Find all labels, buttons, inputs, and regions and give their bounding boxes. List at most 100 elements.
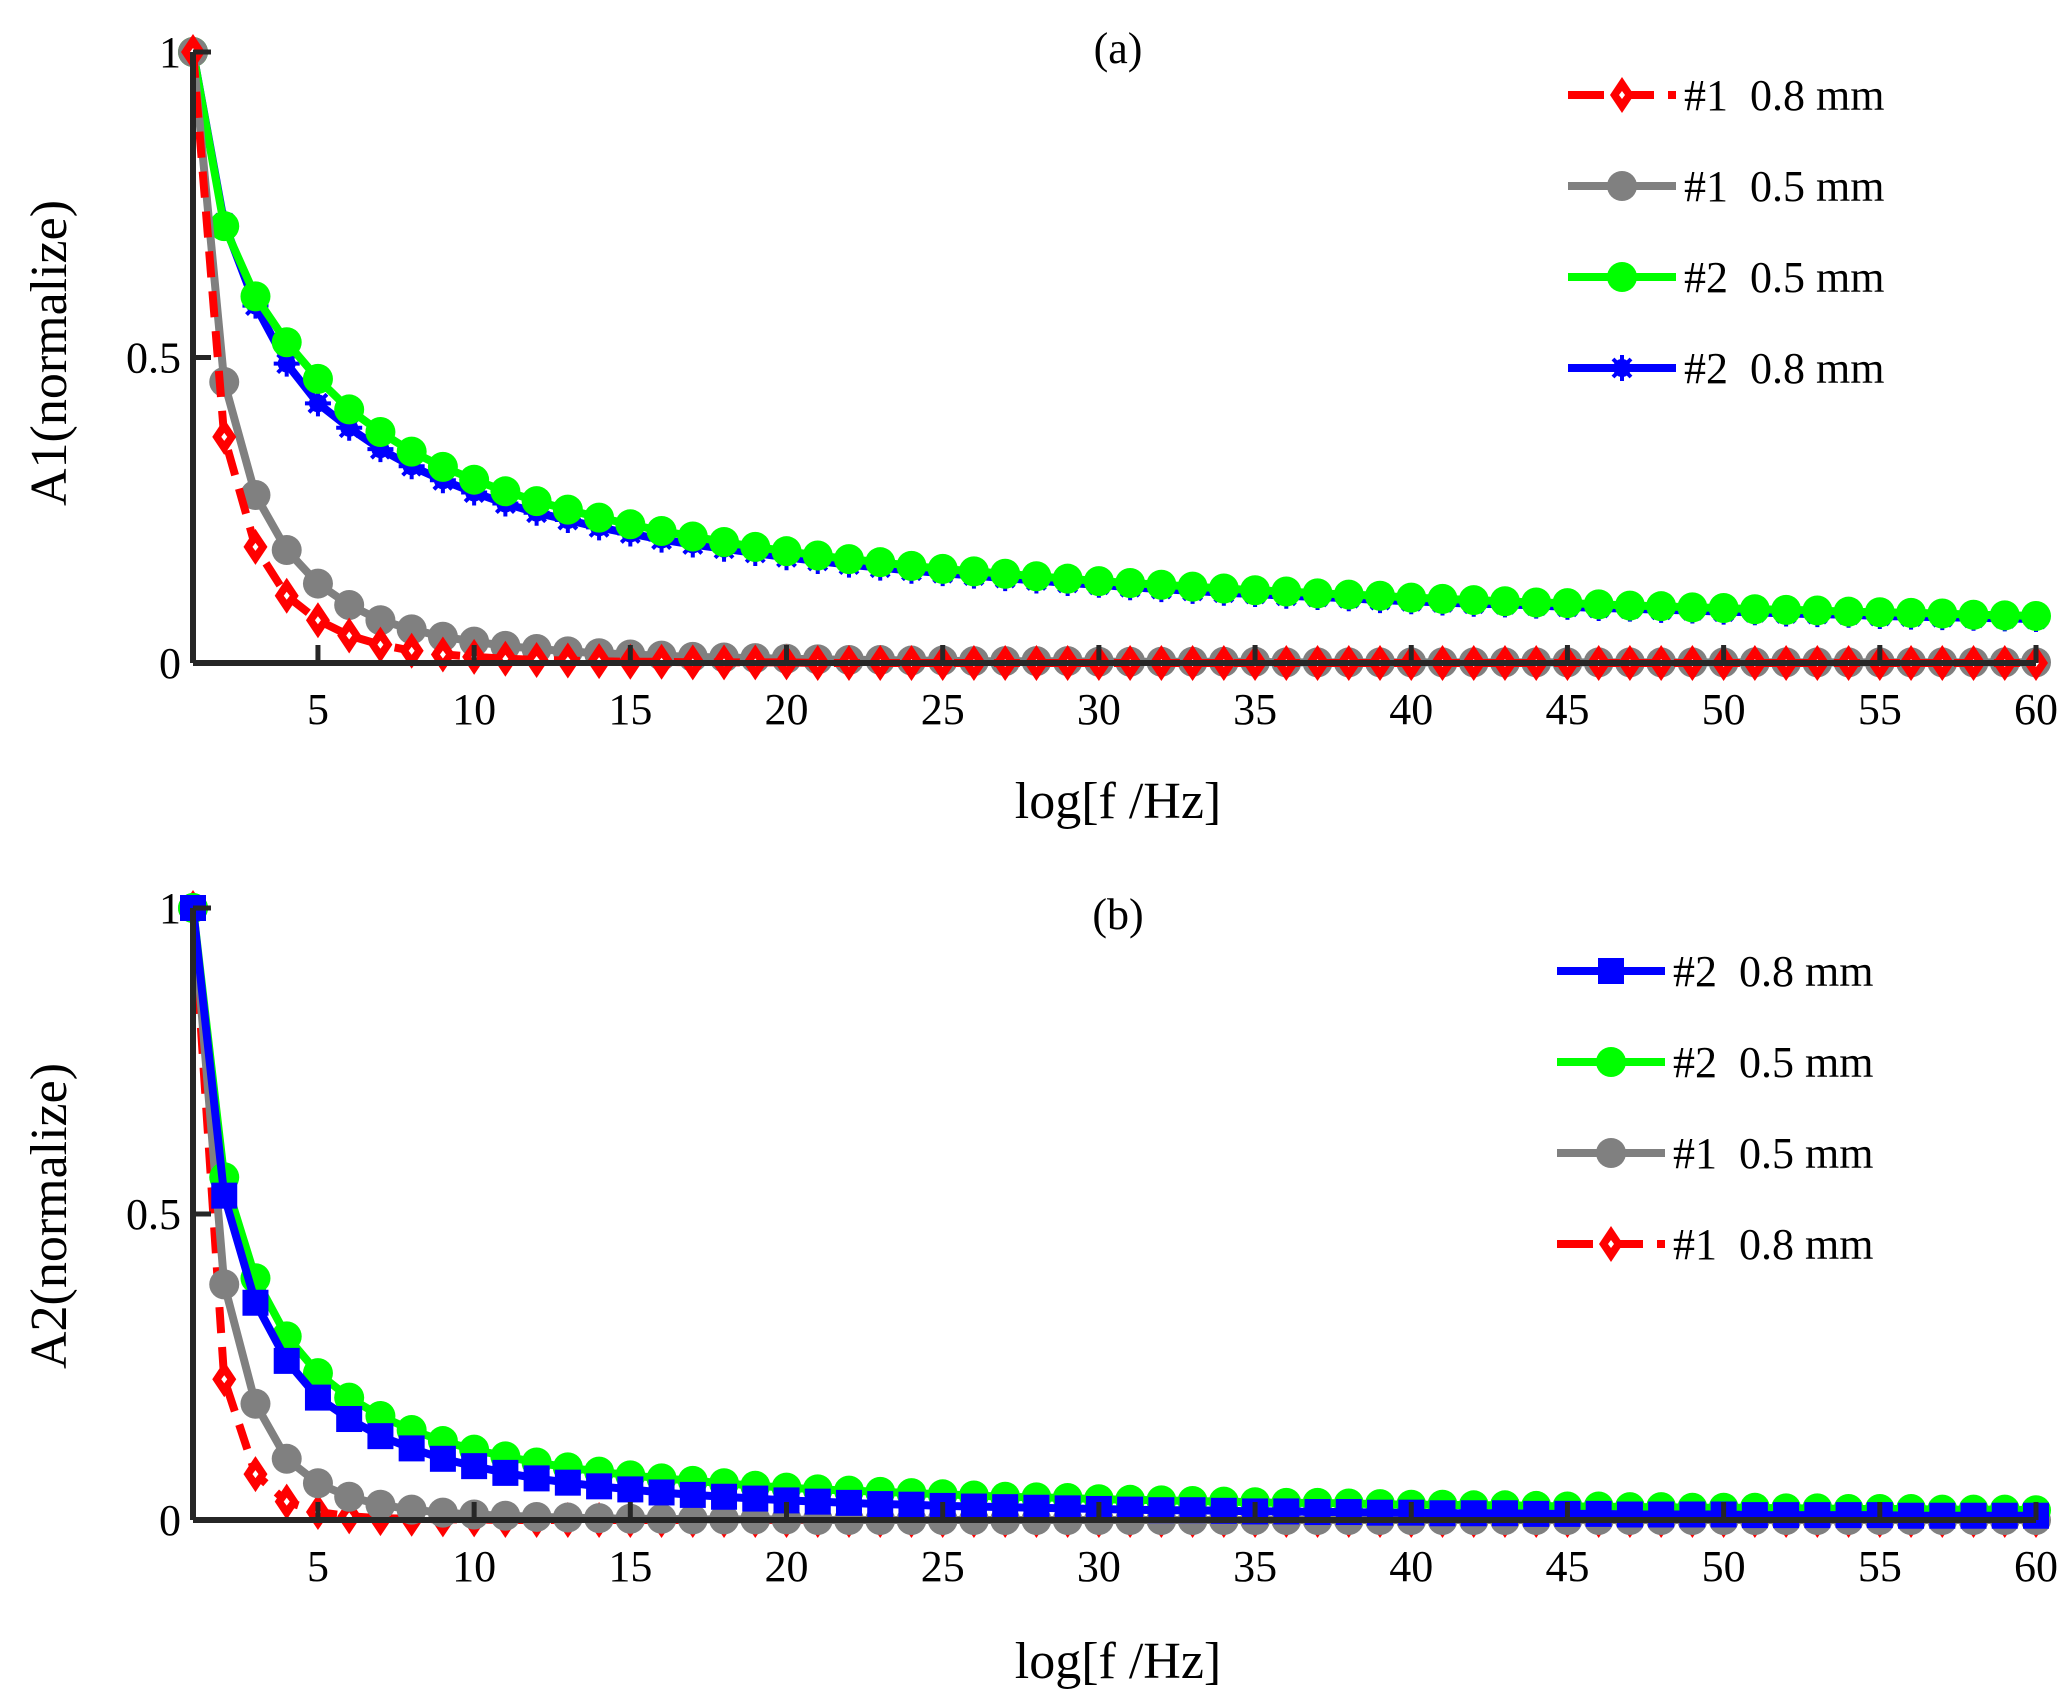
data-point-2-0-5-mm-a [584,502,615,533]
x-tick-label-b: 60 [2014,1542,2058,1591]
series-line-2-0-5-mm-b [189,907,2037,1515]
axes-b: 5 10 15 20 25 30 35 40 45 50 55 60 0 0.5 1 [126,884,2058,1591]
data-point-1-0-8-mm-a [399,632,424,669]
data-point-2-0-5-mm-a [1989,600,2020,631]
y-tick-label-b: 0.5 [126,1190,181,1239]
x-tick-label-a: 50 [1702,685,1746,734]
data-point-2-0-5-mm-a [1708,593,1739,624]
legend-label-1-0-8-mm-b: #1 0.8 mm [1673,1220,1873,1269]
data-point-2-0-8-mm-b [804,1488,831,1515]
data-point-2-0-8-mm-b [898,1491,925,1518]
data-point-2-0-8-mm-b [1835,1502,1862,1529]
legend-a: #1 0.8 mm #1 0.5 mm #2 0.5 mm #2 0.8 mm [1568,71,1884,393]
x-tick-label-b: 55 [1858,1542,1902,1591]
x-tick-label-a: 5 [307,685,329,734]
panel-a: (a) A1(normalize) log[f /Hz] 5 10 15 20 25 30… [21,24,2058,830]
data-point-2-0-5-mm-a [1365,580,1396,611]
data-point-2-0-5-mm-a [833,544,864,575]
y-axis-label-b: A2(normalize) [21,1063,78,1369]
series-2-0-8-mm-a [180,39,2049,633]
data-point-1-0-8-mm-a [243,528,268,565]
data-point-2-0-8-mm-b [1804,1502,1831,1529]
data-point-1-0-8-mm-a [212,418,237,455]
legend-swatch-marker-1-0-5-mm-a [1607,171,1637,201]
data-point-2-0-5-mm-a [1489,586,1520,617]
y-tick-label-a: 0.5 [126,334,181,383]
y-tick-label-b: 1 [159,884,181,933]
data-point-2-0-8-mm-b [1929,1502,1956,1529]
data-point-2-0-8-mm-b [1679,1501,1706,1528]
data-point-2-0-5-mm-a [427,451,458,482]
data-point-2-0-8-mm-b [867,1491,894,1518]
series-line-1-0-5-mm-b [189,907,2036,1524]
data-point-2-0-5-mm-a [302,363,333,394]
data-point-2-0-5-mm-a [615,509,646,540]
data-point-2-0-5-mm-a [1302,578,1333,609]
data-point-2-0-5-mm-a [1739,594,1770,625]
data-point-2-0-5-mm-a [1833,596,1864,627]
data-point-2-0-5-mm-a [1521,587,1552,618]
x-tick-label-a: 55 [1858,685,1902,734]
legend-label-1-0-5-mm-a: #1 0.5 mm [1684,162,1884,211]
data-point-1-0-5-mm-b [334,1481,365,1512]
data-point-2-0-8-mm-b [617,1476,644,1503]
legend-swatch-marker-2-0-5-mm-a [1607,262,1637,292]
legend-label-2-0-8-mm-a: #2 0.8 mm [1684,344,1884,393]
data-point-2-0-5-mm-a [2021,600,2051,631]
data-point-2-0-8-mm-b [648,1479,675,1506]
legend-entry-1-0-5-mm-b: #1 0.5 mm [1557,1129,1873,1178]
panel-b: (b) A2(normalize) log[f /Hz] 5 10 15 20 25 30… [21,884,2058,1690]
series-line-2-0-8-mm-a [189,51,2037,623]
data-point-2-0-5-mm-a [927,553,958,584]
legend-label-1-0-5-mm-b: #1 0.5 mm [1673,1129,1873,1178]
data-point-1-0-5-mm-b [490,1500,521,1531]
x-tick-label-a: 15 [608,685,652,734]
x-tick-label-b: 5 [307,1542,329,1591]
y-tick-label-a: 0 [159,639,181,688]
data-point-2-0-8-mm-a [304,390,331,417]
data-point-2-0-5-mm-a [1177,571,1208,602]
data-point-1-0-5-mm-b [209,1269,240,1300]
data-point-2-0-5-mm-a [1677,592,1708,623]
legend-entry-1-0-8-mm-a: #1 0.8 mm [1568,71,1884,120]
x-tick-label-a: 60 [2014,685,2058,734]
data-point-2-0-5-mm-a [521,486,552,517]
x-axis-label-b: log[f /Hz] [1015,1633,1221,1690]
x-tick-label-b: 40 [1389,1542,1433,1591]
legend-swatch-marker-2-0-8-mm-b [1598,958,1624,984]
data-point-2-0-8-mm-b [1741,1502,1768,1529]
data-point-2-0-8-mm-b [742,1485,769,1512]
data-point-1-0-5-mm-b [427,1497,458,1528]
x-tick-label-a: 10 [452,685,496,734]
data-point-2-0-5-mm-a [1146,569,1177,600]
data-point-2-0-5-mm-a [1771,594,1802,625]
data-point-2-0-8-mm-b [304,1384,331,1411]
legend-entry-2-0-5-mm-a: #2 0.5 mm [1568,253,1884,302]
data-point-1-0-8-mm-b [274,1483,299,1520]
data-point-2-0-5-mm-a [334,394,365,425]
data-point-2-0-5-mm-a [365,417,396,448]
data-point-2-0-5-mm-a [1458,585,1489,616]
data-point-1-0-5-mm-b [302,1468,333,1499]
data-point-2-0-5-mm-a [896,550,927,581]
y-tick-label-a: 1 [159,28,181,77]
data-point-1-0-8-mm-b [212,1361,237,1398]
legend-label-1-0-8-mm-a: #1 0.8 mm [1684,71,1884,120]
data-point-1-0-8-mm-a [337,617,362,654]
data-point-2-0-5-mm-a [1958,599,1989,630]
data-point-1-0-5-mm-a [302,568,333,599]
data-point-2-0-5-mm-a [1864,597,1895,628]
data-point-1-0-8-mm-a [305,602,330,639]
x-tick-label-a: 20 [765,685,809,734]
data-point-2-0-8-mm-b [1616,1501,1643,1528]
data-point-1-0-5-mm-a [271,534,302,565]
data-point-2-0-8-mm-b [992,1494,1019,1521]
series-line-2-0-5-mm-a [189,51,2037,620]
data-point-1-0-5-mm-a [240,479,271,510]
legend-label-2-0-5-mm-a: #2 0.5 mm [1684,253,1884,302]
data-point-1-0-5-mm-b [365,1489,396,1520]
data-point-2-0-5-mm-a [1646,591,1677,622]
data-point-2-0-8-mm-b [273,1347,300,1374]
data-point-1-0-5-mm-a [365,605,396,636]
data-point-1-0-8-mm-a [368,626,393,663]
